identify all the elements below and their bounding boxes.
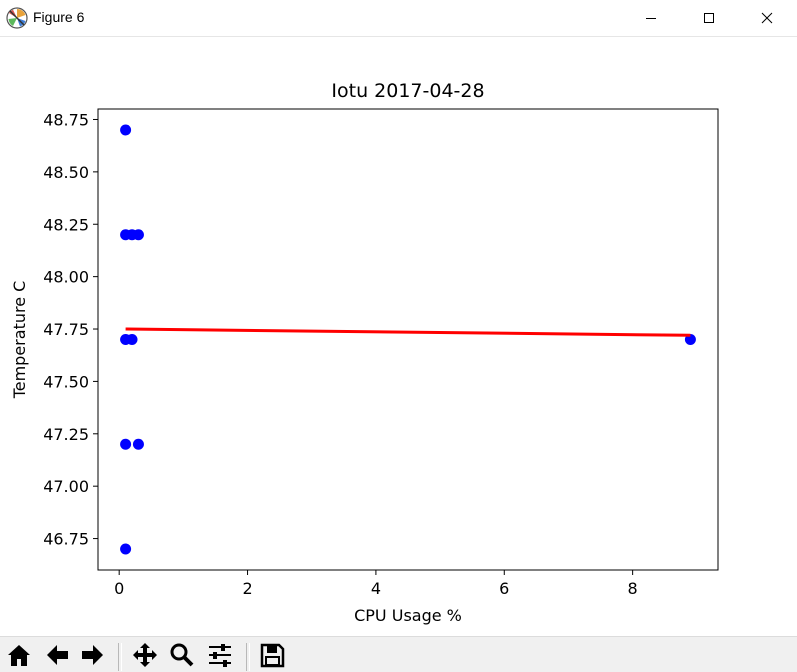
y-tick-label: 47.50 (43, 372, 89, 391)
x-tick-label: 2 (242, 579, 252, 598)
maximize-icon (704, 13, 714, 23)
floppy-disk-icon (260, 643, 285, 668)
axes-frame (97, 108, 719, 571)
home-button[interactable] (4, 642, 34, 672)
x-axis-label: CPU Usage % (354, 606, 462, 625)
y-tick-label: 48.00 (43, 268, 89, 287)
arrow-left-icon (47, 645, 68, 665)
toolbar-separator (118, 643, 122, 671)
save-button[interactable] (257, 642, 287, 672)
toolbar-separator (246, 643, 250, 671)
plot-area: 0 2 4 6 8 46.75 47.00 47.25 47.50 47.75 48.00 48.25… (43, 108, 719, 598)
y-tick-label: 46.75 (43, 530, 89, 549)
x-tick-label: 4 (371, 579, 381, 598)
navigation-toolbar (0, 636, 797, 672)
x-tick-label: 6 (499, 579, 509, 598)
regression-line (125, 327, 691, 337)
zoom-button[interactable] (167, 642, 197, 672)
y-tick-label: 47.25 (43, 425, 89, 444)
scatter-point (120, 543, 132, 555)
scatter-point (132, 229, 144, 241)
subplots-button[interactable] (205, 642, 235, 672)
y-tick-label: 47.00 (43, 477, 89, 496)
back-button[interactable] (42, 642, 72, 672)
x-tick-label: 0 (114, 579, 124, 598)
scatter-point (132, 438, 144, 450)
y-axis-label: Temperature C (10, 281, 29, 400)
maximize-button[interactable] (686, 0, 732, 36)
scatter-point (120, 438, 132, 450)
move-icon (133, 643, 157, 667)
window-title: Figure 6 (33, 9, 85, 25)
forward-button[interactable] (78, 642, 108, 672)
scatter-point (120, 124, 132, 136)
y-tick-label: 48.25 (43, 215, 89, 234)
minimize-button[interactable] (628, 0, 674, 36)
minimize-icon (646, 18, 656, 19)
y-tick-label: 48.50 (43, 163, 89, 182)
x-tick-label: 8 (628, 579, 638, 598)
close-button[interactable] (744, 0, 790, 36)
chart-title: Iotu 2017-04-28 (331, 80, 484, 102)
window-titlebar: Figure 6 (0, 0, 797, 37)
figure-canvas: Iotu 2017-04-28 0 2 4 6 8 46.75 47.00 47.25 47.5… (0, 37, 797, 635)
arrow-right-icon (82, 645, 103, 665)
y-tick-label: 48.75 (43, 110, 89, 129)
pan-button[interactable] (130, 642, 160, 672)
scatter-point (126, 334, 138, 345)
y-tick-label: 47.75 (43, 320, 89, 339)
home-icon (8, 645, 30, 666)
matplotlib-icon (6, 7, 28, 29)
close-icon (761, 12, 773, 24)
sliders-icon (209, 644, 231, 667)
magnifier-icon (170, 643, 194, 667)
